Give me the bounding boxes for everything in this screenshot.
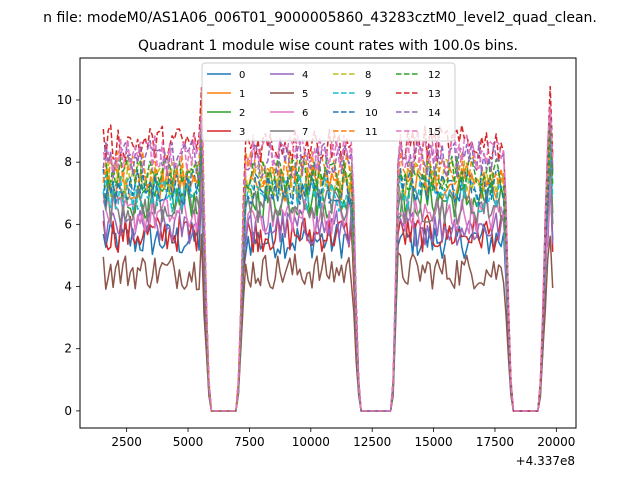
legend-label-7: 7 bbox=[302, 127, 308, 138]
x-tick-label: 7500 bbox=[234, 435, 265, 449]
y-axis: 0 2 4 6 8 10 bbox=[57, 93, 80, 418]
x-tick-label: 12500 bbox=[353, 435, 391, 449]
figure-suptitle: n file: modeM0/AS1A06_006T01_9000005860_… bbox=[43, 10, 597, 26]
x-tick-label: 5000 bbox=[173, 435, 204, 449]
y-tick-label: 2 bbox=[64, 342, 72, 356]
series-line-14 bbox=[102, 111, 554, 412]
legend-label-13: 13 bbox=[428, 89, 441, 100]
y-tick-label: 6 bbox=[64, 217, 72, 231]
legend-label-0: 0 bbox=[239, 70, 245, 81]
x-tick-label: 15000 bbox=[414, 435, 452, 449]
series-line-5 bbox=[102, 233, 554, 412]
legend-label-6: 6 bbox=[302, 108, 308, 119]
legend-label-3: 3 bbox=[239, 127, 245, 138]
series-line-10 bbox=[102, 122, 554, 412]
y-tick-label: 8 bbox=[64, 155, 72, 169]
legend-label-10: 10 bbox=[365, 108, 378, 119]
legend-label-9: 9 bbox=[365, 89, 371, 100]
series-line-15 bbox=[102, 104, 554, 412]
x-tick-label: 2500 bbox=[111, 435, 142, 449]
x-tick-label: 20000 bbox=[537, 435, 575, 449]
legend-label-5: 5 bbox=[302, 89, 308, 100]
series-line-9 bbox=[102, 125, 554, 412]
x-offset-label: +4.337e8 bbox=[516, 454, 575, 468]
legend-label-14: 14 bbox=[428, 108, 441, 119]
series-line-6 bbox=[102, 172, 554, 412]
x-tick-label: 17500 bbox=[476, 435, 514, 449]
series-layer bbox=[102, 85, 554, 412]
legend-label-8: 8 bbox=[365, 70, 371, 81]
y-tick-label: 10 bbox=[57, 93, 72, 107]
legend-box bbox=[201, 62, 456, 142]
series-line-13 bbox=[102, 85, 554, 412]
y-tick-label: 0 bbox=[64, 404, 72, 418]
legend-label-11: 11 bbox=[365, 127, 378, 138]
plot-frame bbox=[79, 57, 577, 429]
legend-label-15: 15 bbox=[428, 127, 441, 138]
legend-label-2: 2 bbox=[239, 108, 245, 119]
legend-label-12: 12 bbox=[428, 70, 441, 81]
chart-title: Quadrant 1 module wise count rates with … bbox=[138, 38, 518, 54]
x-tick-label: 10000 bbox=[292, 435, 330, 449]
legend-label-4: 4 bbox=[302, 70, 308, 81]
y-tick-label: 4 bbox=[64, 280, 72, 294]
legend-label-1: 1 bbox=[239, 89, 245, 100]
x-axis: 2500 5000 7500 10000 12500 15000 17500 20000 bbox=[111, 428, 575, 449]
